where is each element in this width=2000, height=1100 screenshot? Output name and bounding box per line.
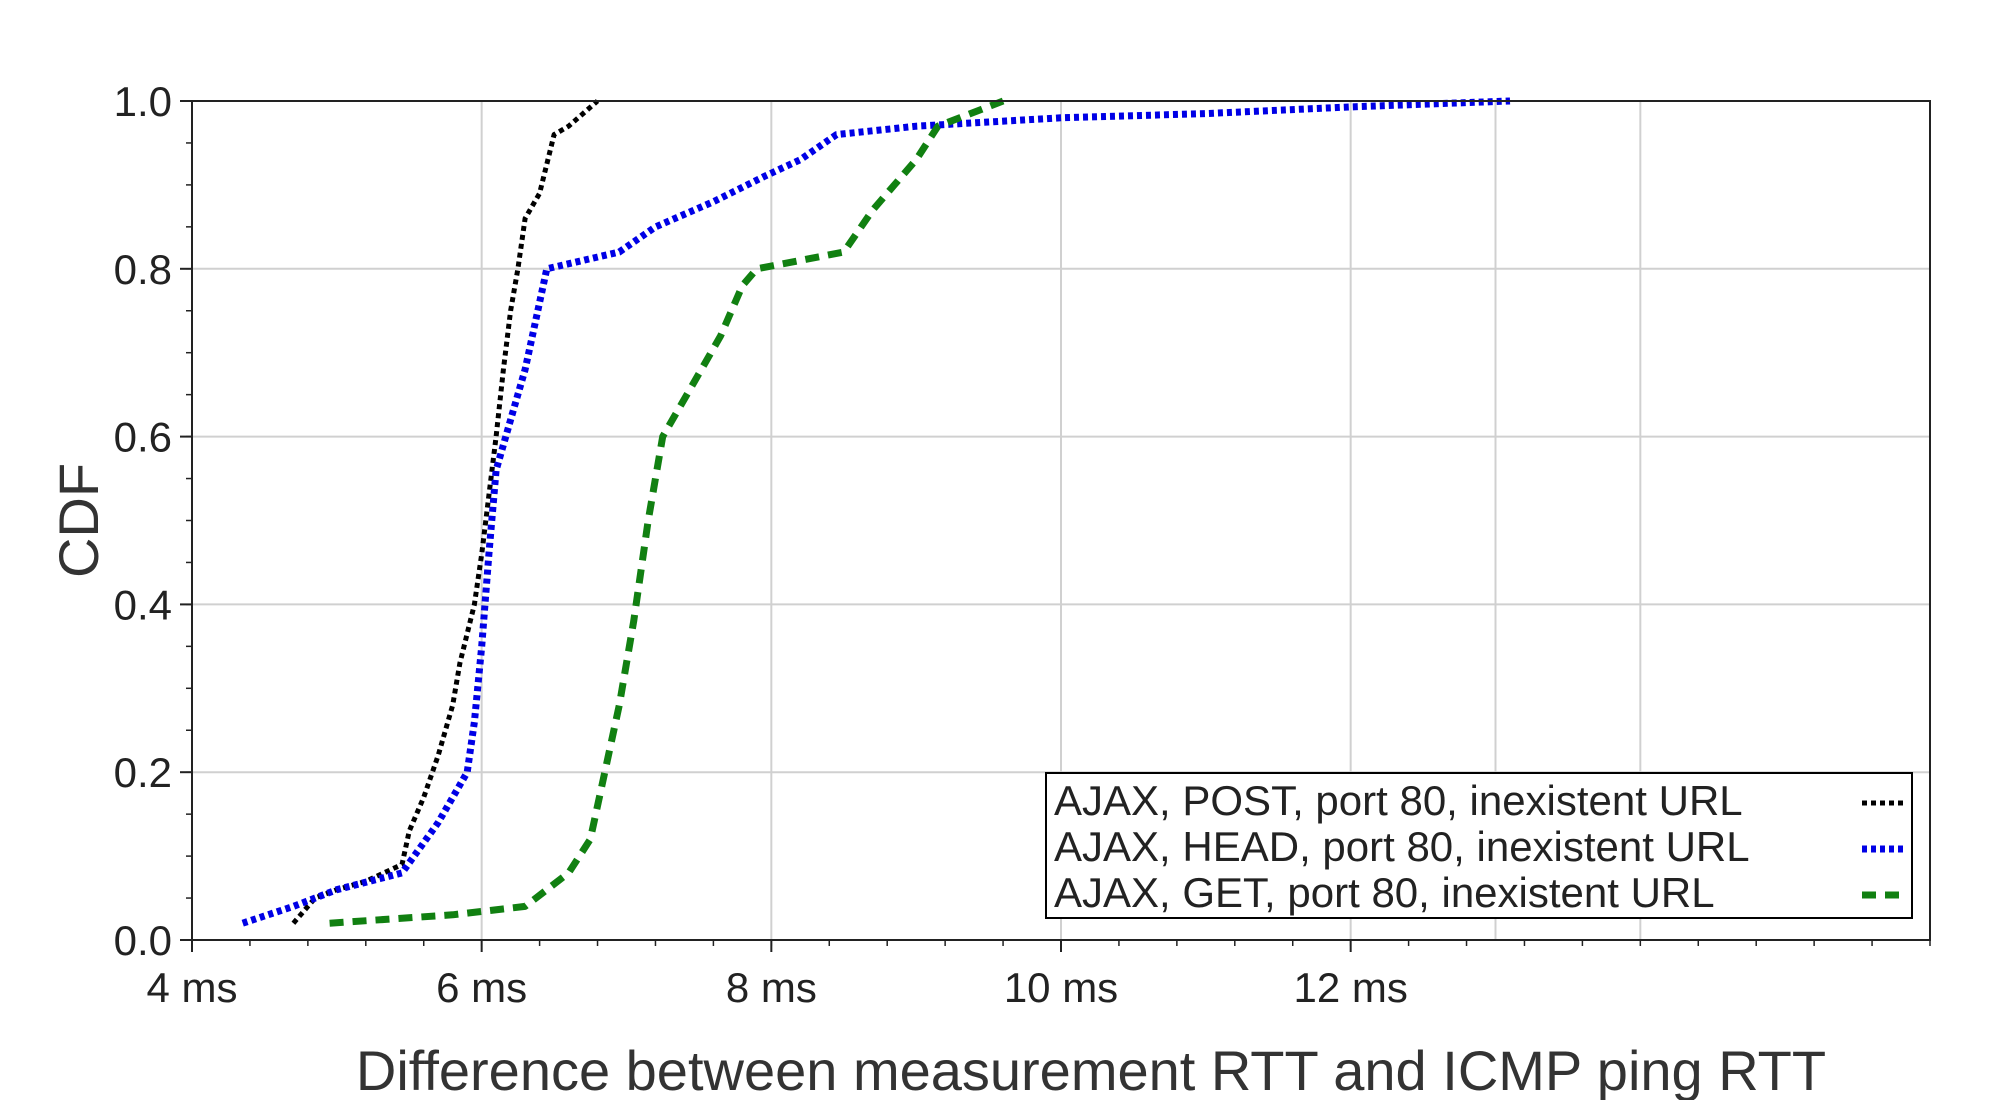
- legend-label-post: AJAX, POST, port 80, inexistent URL: [1054, 777, 1743, 824]
- x-tick-label: 8 ms: [726, 964, 817, 1011]
- x-tick-label: 12 ms: [1293, 964, 1407, 1011]
- y-tick-label: 0.8: [114, 246, 172, 293]
- tick-labels: 4 ms 6 ms 8 ms 10 ms 12 ms 0.0 0.2 0.4 0.6 0.8 1.0: [114, 78, 1408, 1011]
- series-line-1: [241, 97, 1511, 927]
- x-axis-label: Difference between measurement RTT and I…: [356, 1039, 1826, 1100]
- y-tick-label: 0.0: [114, 917, 172, 964]
- series-layer: [241, 97, 1511, 927]
- y-axis-label: CDF: [47, 463, 110, 578]
- y-tick-label: 0.6: [114, 414, 172, 461]
- y-tick-label: 0.2: [114, 749, 172, 796]
- y-tick-label: 1.0: [114, 78, 172, 125]
- series-line-0: [291, 99, 600, 925]
- legend-label-head: AJAX, HEAD, port 80, inexistent URL: [1054, 823, 1750, 870]
- legend-label-get: AJAX, GET, port 80, inexistent URL: [1054, 869, 1715, 916]
- legend: AJAX, POST, port 80, inexistent URL AJAX…: [1045, 772, 1913, 919]
- axis-ticks: [180, 100, 1931, 952]
- x-tick-label: 10 ms: [1004, 964, 1118, 1011]
- legend-box: [1045, 772, 1913, 919]
- series-line-2: [329, 97, 1005, 927]
- x-tick-label: 6 ms: [436, 964, 527, 1011]
- x-tick-label: 4 ms: [146, 964, 237, 1011]
- y-tick-label: 0.4: [114, 581, 172, 628]
